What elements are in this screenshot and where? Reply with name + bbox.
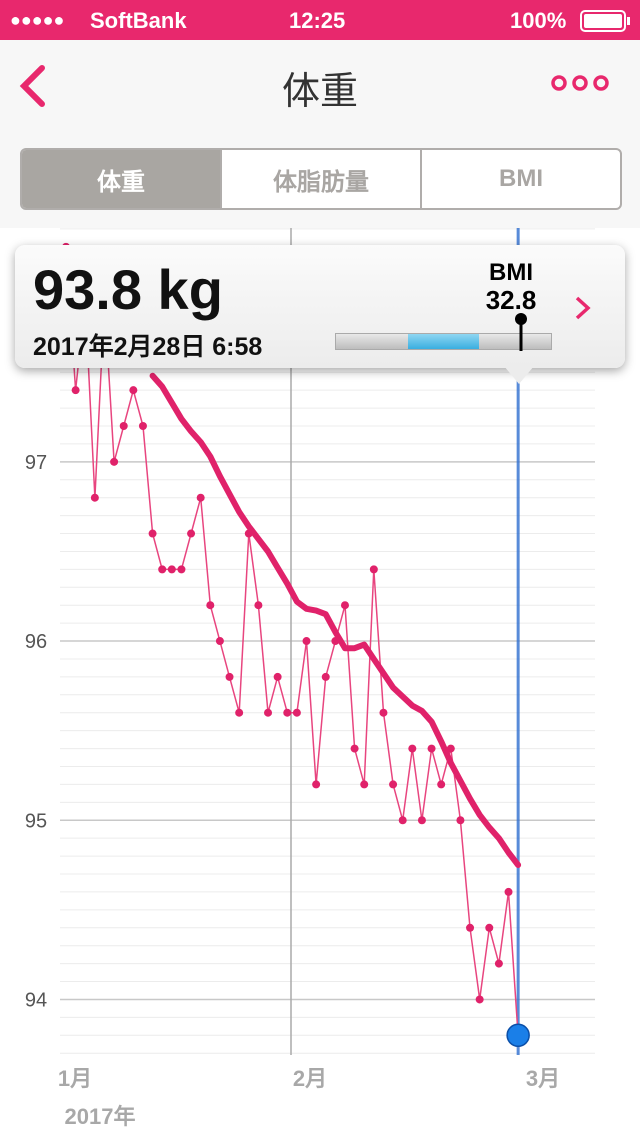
data-point: [264, 708, 273, 717]
bmi-range: [408, 334, 479, 349]
trend-line: [149, 372, 522, 868]
data-point: [408, 744, 417, 753]
data-point: [485, 923, 494, 932]
data-point: [235, 708, 244, 717]
popup-pointer: [504, 366, 534, 384]
data-point: [196, 493, 205, 502]
data-point: [158, 565, 167, 574]
status-bar: ●●●●● SoftBank 12:25 100%: [0, 0, 640, 40]
nav-title: 体重: [281, 71, 358, 113]
tab[interactable]: BMI: [420, 150, 620, 208]
back-button[interactable]: [16, 64, 48, 108]
data-point: [302, 637, 311, 646]
data-point: [71, 386, 80, 395]
popup-chevron[interactable]: [573, 295, 593, 321]
data-point: [119, 422, 128, 431]
data-point: [466, 923, 475, 932]
y-tick-label: 96: [25, 631, 47, 653]
popup-bmi: 32.8: [485, 285, 537, 315]
data-point: [254, 601, 263, 610]
data-point: [177, 565, 186, 574]
data-point: [340, 601, 349, 610]
x-tick-label: 3月: [526, 1066, 560, 1091]
data-point: [437, 780, 446, 789]
data-point: [187, 529, 196, 538]
data-popup[interactable]: 93.8 kg 2017年2月28日 6:58 BMI 32.8: [15, 245, 625, 384]
data-point: [206, 601, 215, 610]
y-tick-label: 94: [25, 989, 47, 1011]
data-point: [504, 887, 513, 896]
carrier: SoftBank: [90, 8, 187, 33]
daily-line: [65, 246, 519, 1037]
data-point: [350, 744, 359, 753]
data-point: [110, 457, 119, 466]
battery-icon: [580, 10, 630, 32]
popup-weight: 93.8 kg: [33, 258, 223, 321]
popup-bmi-label: BMI: [489, 259, 533, 286]
data-point: [475, 995, 484, 1004]
data-point: [90, 493, 99, 502]
data-point: [389, 780, 398, 789]
data-point: [379, 708, 388, 717]
data-point: [398, 816, 407, 825]
more-button[interactable]: [550, 74, 612, 94]
data-point: [225, 672, 234, 681]
selected-point: [506, 1023, 530, 1048]
nav-bar: 体重 体重 体脂肪量 BMI: [0, 40, 640, 228]
signal: ●●●●●: [10, 10, 65, 30]
time: 12:25: [289, 8, 346, 33]
battery-text: 100%: [510, 8, 567, 33]
data-point: [446, 744, 455, 753]
data-point: [283, 708, 292, 717]
tab[interactable]: 体重: [22, 150, 220, 208]
data-point: [360, 780, 369, 789]
data-point: [138, 422, 147, 431]
bmi-pin: [515, 313, 527, 351]
segmented-control: 体重 体脂肪量 BMI: [20, 148, 622, 210]
data-point: [129, 386, 138, 395]
data-point: [417, 816, 426, 825]
data-point: [427, 744, 436, 753]
data-point: [167, 565, 176, 574]
data-point: [369, 565, 378, 574]
data-point: [148, 529, 157, 538]
x-tick-label: 1月: [58, 1066, 92, 1091]
data-point: [321, 672, 330, 681]
data-point: [273, 672, 282, 681]
y-tick-label: 95: [25, 810, 47, 832]
data-point: [292, 708, 301, 717]
data-point: [215, 637, 224, 646]
data-point: [456, 816, 465, 825]
y-tick-label: 97: [25, 452, 47, 474]
bmi-bar: [335, 333, 552, 350]
x-tick-label: 2月: [293, 1066, 327, 1091]
x-year-label: 2017年: [65, 1104, 136, 1129]
tab[interactable]: 体脂肪量: [220, 150, 420, 208]
data-point: [494, 959, 503, 968]
popup-date: 2017年2月28日 6:58: [33, 333, 263, 361]
data-point: [312, 780, 321, 789]
